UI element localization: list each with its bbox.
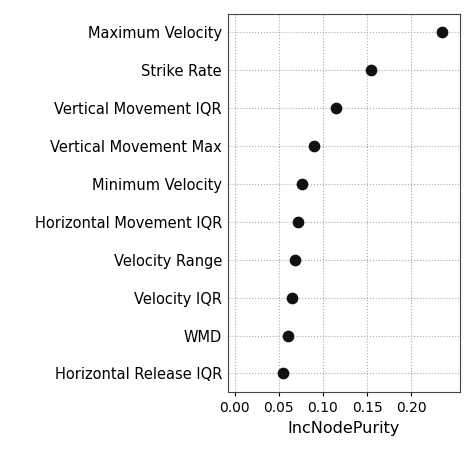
Point — [298, 180, 306, 188]
Point — [291, 256, 299, 263]
Point — [279, 370, 287, 377]
Point — [310, 143, 318, 150]
Point — [368, 67, 375, 74]
Point — [332, 105, 340, 112]
X-axis label: IncNodePurity: IncNodePurity — [287, 421, 400, 436]
Point — [288, 294, 296, 301]
Point — [438, 29, 446, 36]
Point — [294, 218, 302, 226]
Point — [284, 332, 292, 339]
